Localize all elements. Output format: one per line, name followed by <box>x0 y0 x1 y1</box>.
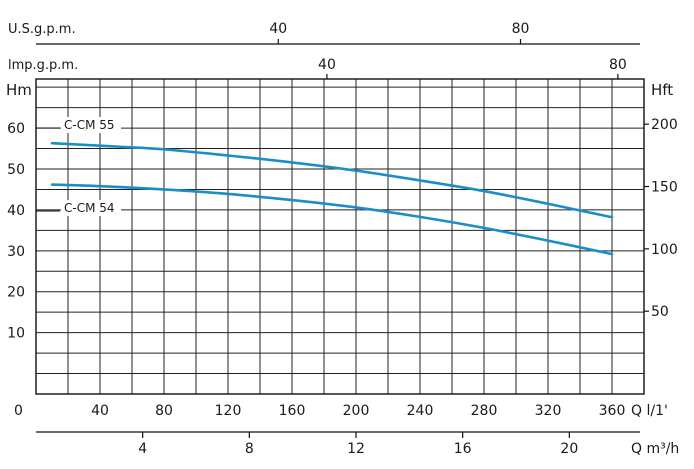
impgpm-axis-label: lmp.g.p.m. <box>8 58 78 73</box>
usgpm-tick-label: 40 <box>269 21 287 37</box>
y-left-tick-label: 20 <box>7 285 25 301</box>
series-layer <box>50 141 614 256</box>
x-tick-label: 40 <box>91 403 109 419</box>
series-line-1 <box>50 183 614 256</box>
y-left-axis-title: Hm <box>6 81 32 99</box>
plot-frame <box>35 78 645 395</box>
series-label: C-CM 54 <box>64 201 115 215</box>
y-left-tick-label: 40 <box>7 203 25 219</box>
m3h-tick-label: 20 <box>560 441 578 457</box>
y-left-tick-label: 10 <box>7 326 25 342</box>
chart-frame <box>35 39 649 438</box>
x-tick-label: 280 <box>471 403 498 419</box>
x-origin-label: 0 <box>14 403 23 419</box>
x-tick-label: 120 <box>215 403 242 419</box>
x-tick-label: 240 <box>407 403 434 419</box>
y-left-tick-label: 30 <box>7 244 25 260</box>
y-left-tick-label: 60 <box>7 121 25 137</box>
y-left-tick-label: 50 <box>7 162 25 178</box>
m3h-tick-label: 8 <box>245 441 254 457</box>
x-tick-label: 200 <box>343 403 370 419</box>
impgpm-tick-label: 40 <box>318 57 336 73</box>
series-line-0 <box>50 141 614 219</box>
x-tick-label: 160 <box>279 403 306 419</box>
x-unit-label: Q l/1' <box>631 403 668 419</box>
m3h-tick-label: 12 <box>347 441 365 457</box>
x-tick-label: 320 <box>535 403 562 419</box>
y-right-tick-label: 150 <box>651 180 678 196</box>
series-label-background <box>61 200 121 216</box>
series-label: C-CM 55 <box>64 118 115 132</box>
m3h-tick-label: 16 <box>454 441 472 457</box>
impgpm-tick-label: 80 <box>609 57 627 73</box>
y-right-tick-label: 100 <box>651 242 678 258</box>
chart-grid <box>36 79 644 394</box>
y-right-axis-title: Hft <box>651 81 673 99</box>
y-right-tick-label: 50 <box>651 304 669 320</box>
usgpm-axis-label: U.S.g.p.m. <box>8 22 76 37</box>
x-tick-label: 80 <box>155 403 173 419</box>
m3h-tick-label: 4 <box>138 441 147 457</box>
m3h-axis-label: Q m³/h <box>631 441 679 457</box>
x-tick-label: 360 <box>599 403 626 419</box>
usgpm-tick-label: 80 <box>512 21 530 37</box>
y-right-tick-label: 200 <box>651 117 678 133</box>
series-label-background <box>61 117 121 133</box>
